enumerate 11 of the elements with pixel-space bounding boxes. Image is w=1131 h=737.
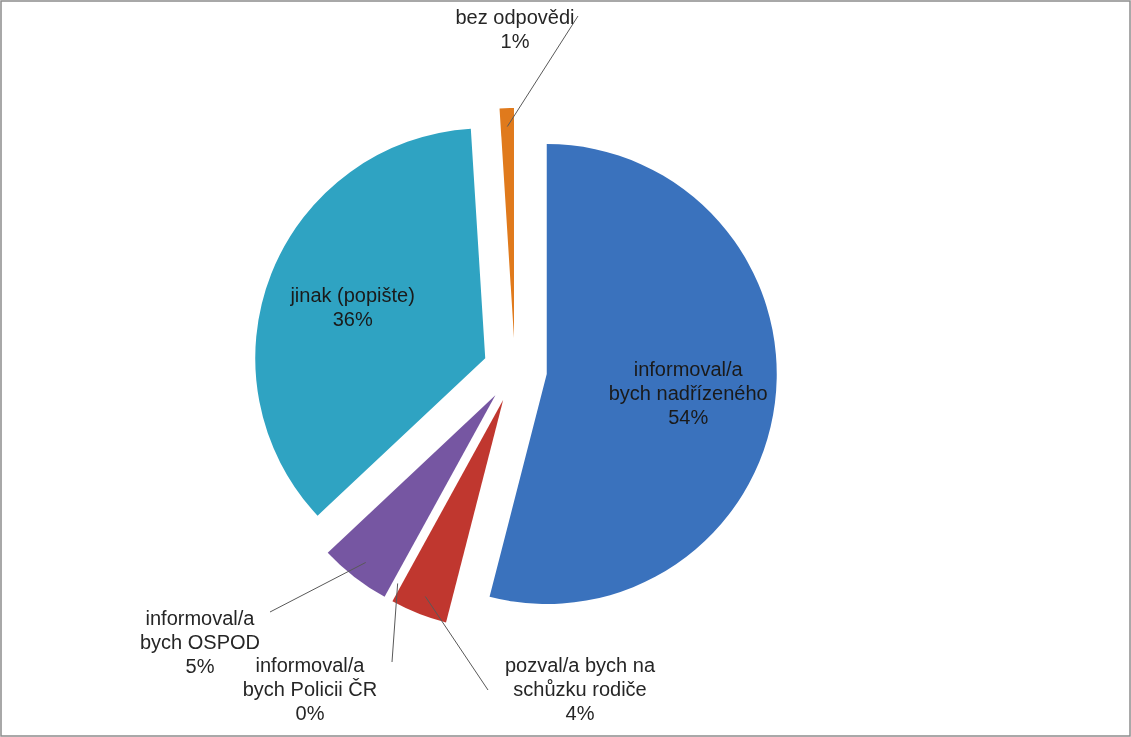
data-label: 4%: [565, 702, 595, 724]
data-label: 5%: [185, 655, 215, 677]
slice-label: informoval/a bych nadřízeného: [608, 357, 768, 404]
data-label: 1%: [500, 30, 530, 52]
text: 0%: [295, 702, 325, 724]
slice-label: jinak (popište): [289, 283, 415, 306]
data-label: 54%: [668, 405, 709, 428]
slice-label: bez odpovědi: [455, 6, 575, 28]
slice-label: pozval/a bych na schůzku rodiče: [504, 654, 656, 700]
data-label: 36%: [332, 307, 373, 330]
category-label: informoval/a bych Policii ČR: [242, 654, 378, 700]
